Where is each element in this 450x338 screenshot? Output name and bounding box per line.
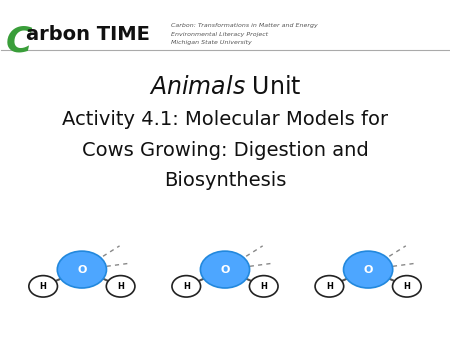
Text: Cows Growing: Digestion and: Cows Growing: Digestion and — [81, 141, 369, 160]
Text: Carbon: Transformations in Matter and Energy: Carbon: Transformations in Matter and En… — [171, 23, 318, 28]
Text: Biosynthesis: Biosynthesis — [164, 171, 286, 190]
Text: H: H — [40, 282, 47, 291]
Text: H: H — [403, 282, 410, 291]
Text: O: O — [220, 265, 230, 274]
Text: H: H — [326, 282, 333, 291]
Circle shape — [57, 251, 107, 288]
Text: Activity 4.1: Molecular Models for: Activity 4.1: Molecular Models for — [62, 110, 388, 129]
Text: $\it{Animals}$ Unit: $\it{Animals}$ Unit — [149, 75, 301, 99]
Circle shape — [392, 275, 421, 297]
Circle shape — [172, 275, 201, 297]
Text: Michigan State University: Michigan State University — [171, 40, 252, 45]
Circle shape — [249, 275, 278, 297]
Text: Environmental Literacy Project: Environmental Literacy Project — [171, 31, 269, 37]
Text: O: O — [77, 265, 86, 274]
Circle shape — [106, 275, 135, 297]
Circle shape — [343, 251, 393, 288]
Circle shape — [315, 275, 344, 297]
Text: H: H — [260, 282, 267, 291]
Circle shape — [29, 275, 58, 297]
Text: C: C — [6, 25, 32, 59]
Text: O: O — [364, 265, 373, 274]
Text: H: H — [117, 282, 124, 291]
Text: H: H — [183, 282, 190, 291]
Text: arbon TIME: arbon TIME — [26, 25, 150, 44]
Circle shape — [200, 251, 250, 288]
